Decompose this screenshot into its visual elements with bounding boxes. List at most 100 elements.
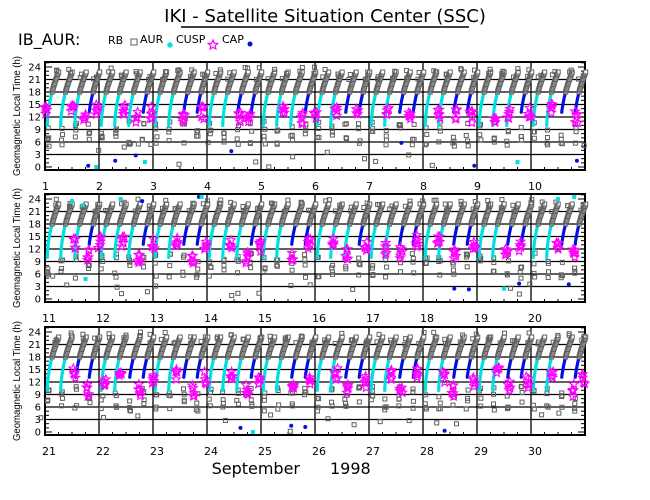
cap-point xyxy=(113,158,118,163)
rb-point xyxy=(320,74,326,80)
rb-point xyxy=(383,142,389,148)
rb-point xyxy=(195,408,201,414)
rb-point xyxy=(545,142,551,148)
cap-point xyxy=(133,153,138,158)
aur-point xyxy=(83,277,88,281)
legend-label-rb: RB xyxy=(108,34,123,47)
rb-point xyxy=(393,69,399,75)
rb-point xyxy=(343,121,349,127)
y-tick-label: 24 xyxy=(28,328,41,339)
x-tick-label: 11 xyxy=(42,312,56,325)
rb-point xyxy=(148,141,154,147)
rb-point xyxy=(361,156,367,162)
cap-point xyxy=(86,163,91,168)
rb-point xyxy=(227,70,233,76)
rb-point xyxy=(390,75,396,81)
rb-point xyxy=(339,201,345,207)
x-tick-label: 24 xyxy=(204,445,218,458)
rb-point xyxy=(368,128,374,134)
cusp-point xyxy=(117,108,129,119)
rb-point xyxy=(555,69,561,75)
rb-point xyxy=(290,154,296,160)
rb-point xyxy=(163,69,169,75)
rb-point xyxy=(205,69,211,75)
cusp-point xyxy=(178,109,191,121)
rb-point xyxy=(356,121,362,127)
rb-point xyxy=(60,131,66,137)
rb-point xyxy=(544,134,550,140)
rb-point xyxy=(59,142,65,148)
rb-point xyxy=(478,137,484,143)
rb-point xyxy=(194,400,200,406)
x-tick-label: 5 xyxy=(258,180,265,193)
rb-point xyxy=(181,140,187,146)
rb-point xyxy=(409,251,415,257)
cap-point xyxy=(140,199,145,204)
cusp-point xyxy=(146,112,158,124)
rb-point xyxy=(289,267,295,273)
rb-point xyxy=(113,274,119,280)
cusp-point xyxy=(381,104,393,115)
rb-point xyxy=(311,70,317,76)
rb-point xyxy=(542,69,548,75)
rb-point xyxy=(545,274,551,280)
rb-point xyxy=(206,396,212,402)
rb-point xyxy=(403,68,409,74)
rb-point xyxy=(147,74,153,80)
cap-point xyxy=(229,149,234,154)
aur-point xyxy=(515,160,520,164)
cusp-point xyxy=(197,100,209,112)
cusp-point xyxy=(177,107,189,119)
rb-point xyxy=(530,129,536,135)
rb-point xyxy=(114,284,120,290)
rb-point xyxy=(253,76,259,82)
rb-point xyxy=(339,69,345,75)
rb-point xyxy=(549,72,555,78)
y-tick-label: 18 xyxy=(28,88,41,99)
rb-point xyxy=(245,201,251,207)
y-tick-label: 12 xyxy=(28,378,41,389)
cap-point xyxy=(566,282,571,287)
rb-point xyxy=(189,67,195,73)
rb-point xyxy=(207,131,213,137)
y-tick-label: 15 xyxy=(28,232,41,243)
x-tick-label: 4 xyxy=(204,180,211,193)
rb-point xyxy=(247,140,253,146)
aur-point xyxy=(94,165,99,169)
rb-point xyxy=(324,149,330,155)
cusp-point xyxy=(523,111,535,122)
rb-point xyxy=(135,141,141,147)
x-tick-label: 26 xyxy=(312,445,326,458)
rb-point xyxy=(373,158,379,164)
cusp-point xyxy=(569,105,581,117)
rb-point xyxy=(87,129,93,135)
rb-point xyxy=(123,69,129,75)
rb-point xyxy=(353,69,359,75)
rb-point xyxy=(175,68,181,74)
aur-point xyxy=(70,199,74,204)
rb-point xyxy=(275,127,281,133)
rb-point xyxy=(558,140,564,146)
rb-point xyxy=(86,130,92,136)
y-axis-label: Geomagnetic Local Time (h) xyxy=(12,56,23,176)
rb-point xyxy=(87,400,93,406)
rb-point xyxy=(231,69,237,75)
cusp-point xyxy=(503,105,515,117)
rb-point xyxy=(166,138,172,144)
legend-marker-rb xyxy=(130,38,138,46)
cusp-point xyxy=(404,112,417,124)
rb-point xyxy=(409,142,415,148)
rb-point xyxy=(335,71,341,77)
rb-point xyxy=(187,73,193,79)
rb-point xyxy=(153,273,159,279)
rb-point xyxy=(421,69,427,75)
rb-point xyxy=(276,402,282,408)
rb-point xyxy=(113,127,119,133)
y-tick-label: 9 xyxy=(35,390,41,401)
rb-point xyxy=(154,134,160,140)
cusp-point xyxy=(404,108,417,119)
rb-point xyxy=(410,136,416,142)
rb-point xyxy=(235,141,241,147)
rb-point xyxy=(313,201,319,207)
rb-point xyxy=(365,69,371,75)
